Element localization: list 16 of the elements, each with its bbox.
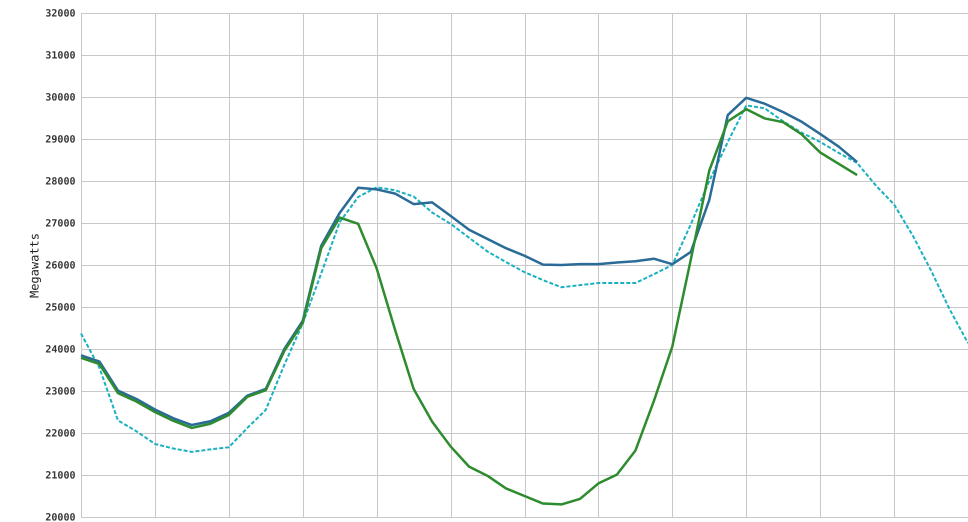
line-series [80, 108, 858, 506]
y-tick-label: 28000 [45, 176, 76, 188]
y-tick-label: 24000 [45, 344, 76, 356]
y-axis-title: Megawatts [27, 232, 42, 298]
y-tick-label: 31000 [45, 50, 76, 62]
line-series [80, 104, 968, 453]
y-tick-label: 21000 [45, 470, 76, 482]
y-tick-label: 23000 [45, 386, 76, 398]
y-tick-label: 29000 [45, 134, 76, 146]
y-tick-label: 22000 [45, 428, 76, 440]
y-tick-label: 30000 [45, 92, 76, 104]
y-tick-label: 32000 [45, 8, 76, 20]
y-tick-label: 27000 [45, 218, 76, 230]
y-tick-label: 25000 [45, 302, 76, 314]
y-tick-label: 20000 [45, 512, 76, 522]
y-tick-label: 26000 [45, 260, 76, 272]
